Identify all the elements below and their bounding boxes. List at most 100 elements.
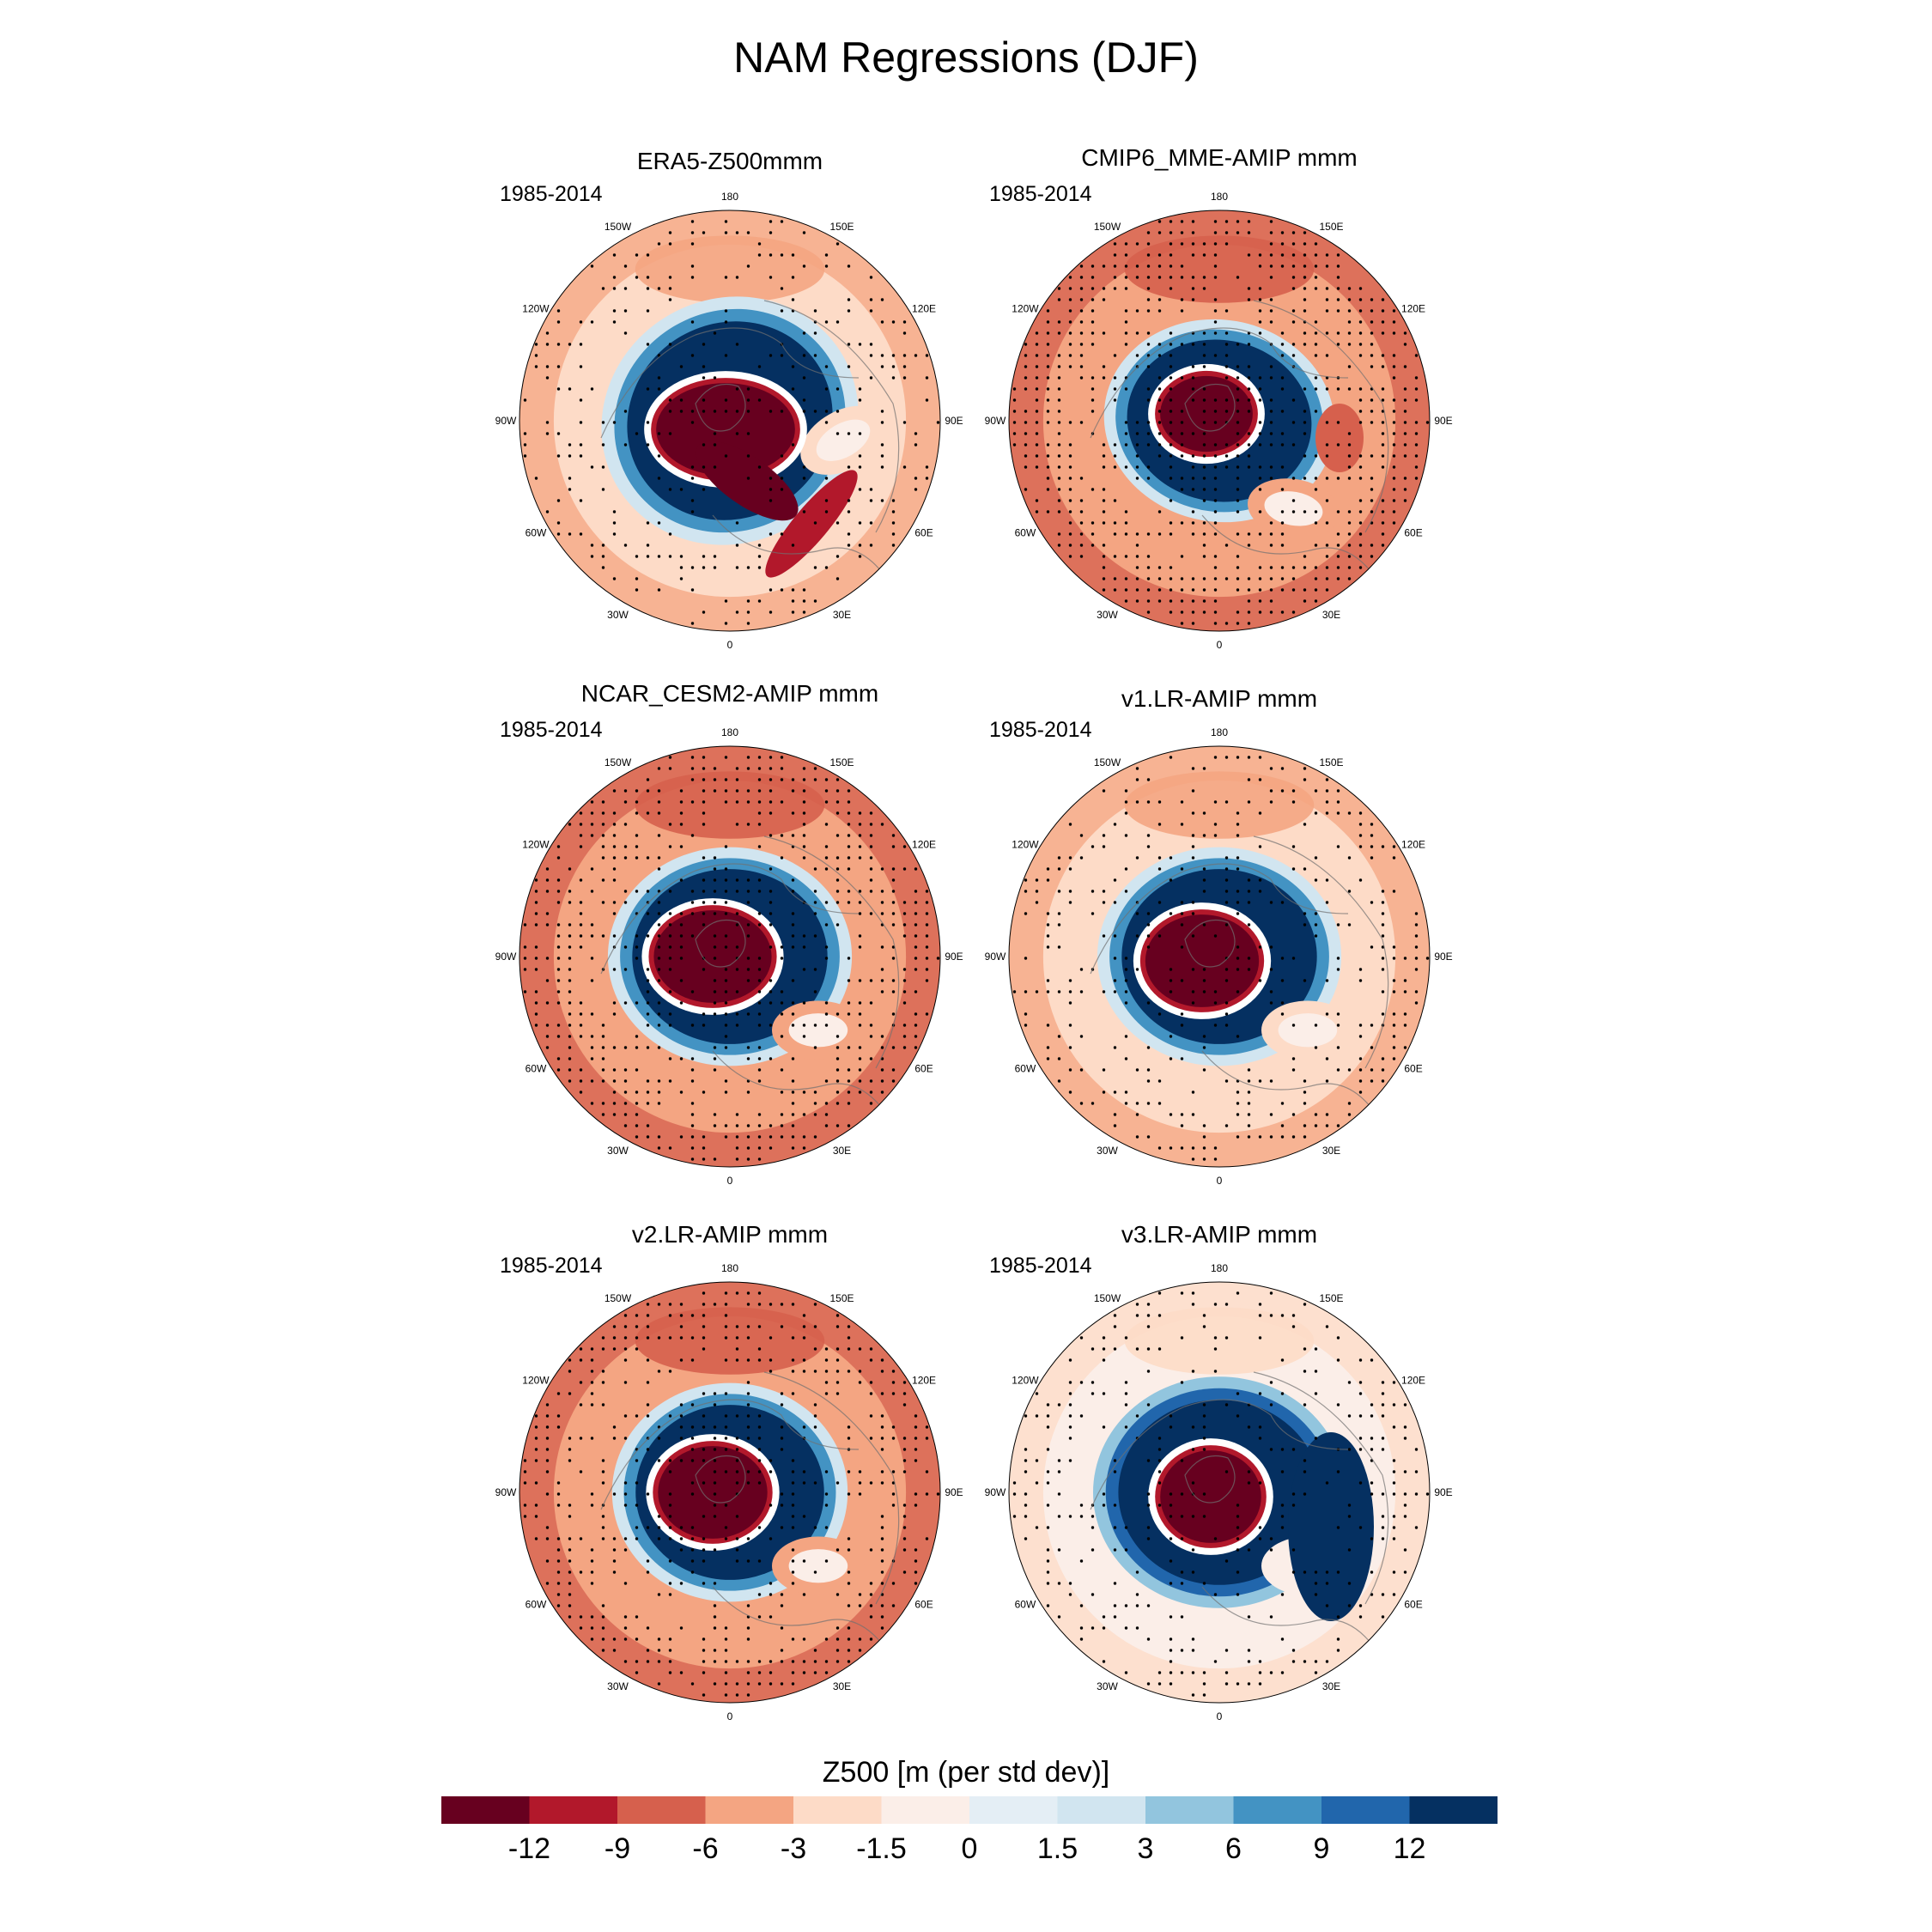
figure-title: NAM Regressions (DJF) (733, 33, 1199, 82)
panel-period: 1985-2014 (989, 718, 1092, 742)
outer-positive-band (1009, 210, 1430, 631)
longitude-label-0: 0 (727, 1175, 733, 1187)
coastline-asia (763, 300, 900, 533)
coastline-north-america (600, 863, 860, 975)
longitude-label-30e: 30E (833, 1145, 851, 1157)
colorbar-tick-label: 12 (1394, 1832, 1426, 1865)
map-border (1008, 745, 1431, 1168)
longitude-label-180: 180 (1211, 191, 1228, 203)
coastline-europe (712, 514, 885, 576)
panel-period: 1985-2014 (500, 182, 603, 206)
longitude-label-150w: 150W (1094, 1292, 1121, 1304)
outer-positive-band (519, 210, 940, 631)
longitude-label-150w: 150W (1094, 221, 1121, 233)
longitude-label-120w: 120W (522, 1375, 550, 1387)
map-border (1008, 210, 1431, 632)
pacific-positive-lobe (1124, 235, 1315, 303)
longitude-label-120e: 120E (1401, 303, 1425, 315)
panel-v2: v2.LR-AMIP mmm 1985-2014 180 150E 120E 90E 6… (489, 1216, 970, 1722)
map-border (519, 745, 941, 1168)
coastlines (1090, 835, 1389, 1112)
coastline-asia (763, 1371, 900, 1605)
significance-stipple (1012, 756, 1430, 1161)
longitude-label-150w: 150W (605, 1292, 632, 1304)
outer-positive-band (1009, 1282, 1430, 1703)
colorbar-tick-label: -12 (508, 1832, 550, 1865)
longitude-label-150e: 150E (829, 221, 854, 233)
polar-map: 180 150E 120E 90E 60E 30E 0 30W 60W 90W 120W 150W (495, 1262, 963, 1722)
annulus-gap-neutral (816, 419, 871, 461)
colorbar-box-4 (793, 1796, 882, 1824)
panel-cesm2: NCAR_CESM2-AMIP mmm 1985-2014 180 150E 120… (489, 680, 970, 1187)
polar-core (1145, 914, 1260, 1007)
longitude-label-150w: 150W (605, 756, 632, 769)
colorbar-box-0 (441, 1796, 530, 1824)
longitude-label-150e: 150E (1319, 756, 1343, 769)
longitude-label-120w: 120W (1012, 303, 1039, 315)
longitude-label-150e: 150E (829, 756, 854, 769)
longitude-label-90w: 90W (985, 951, 1006, 963)
longitude-label-60w: 60W (1015, 527, 1036, 539)
polar-map: 180 150E 120E 90E 60E 30E 0 30W 60W 90W 120W 150W (985, 191, 1453, 651)
pacific-positive-lobe (635, 771, 825, 839)
significance-stipple (1012, 1291, 1430, 1697)
longitude-label-60e: 60E (1404, 527, 1422, 539)
map-border (1008, 1281, 1431, 1704)
coastline-north-america (1090, 863, 1349, 975)
colorbar-title: Z500 [m (per std dev)] (822, 1756, 1110, 1789)
coastline-greenland (695, 383, 746, 432)
panel-title: CMIP6_MME-AMIP mmm (1081, 144, 1358, 171)
longitude-label-0: 0 (727, 1710, 733, 1722)
coastlines (1090, 1371, 1389, 1648)
longitude-label-150w: 150W (605, 221, 632, 233)
colorbar-box-11 (1409, 1796, 1498, 1824)
longitude-label-90e: 90E (945, 415, 963, 427)
coastline-north-america (600, 1399, 860, 1510)
longitude-label-30e: 30E (1322, 1680, 1340, 1692)
longitude-label-120e: 120E (912, 1375, 936, 1387)
longitude-label-180: 180 (1211, 1262, 1228, 1274)
longitude-label-30e: 30E (1322, 609, 1340, 621)
colorbar-tick-label: -9 (605, 1832, 630, 1865)
coastline-europe (1201, 514, 1375, 576)
longitude-label-60e: 60E (914, 1599, 933, 1611)
longitude-label-0: 0 (727, 639, 733, 651)
longitude-label-120e: 120E (1401, 1375, 1425, 1387)
longitude-label-60w: 60W (1015, 1063, 1036, 1075)
outer-positive-band (519, 746, 940, 1167)
colorbar-tick-label: 1.5 (1037, 1832, 1078, 1865)
longitude-label-120e: 120E (1401, 839, 1425, 851)
longitude-label-30w: 30W (607, 1680, 629, 1692)
pacific-positive-lobe (1124, 1307, 1315, 1375)
panel-v1: v1.LR-AMIP mmm 1985-2014 180 150E 120E 90E 6… (979, 680, 1460, 1187)
panel-period: 1985-2014 (500, 718, 603, 742)
longitude-label-30w: 30W (1097, 609, 1118, 621)
polar-map: 180 150E 120E 90E 60E 30E 0 30W 60W 90W 120W 150W (985, 1262, 1453, 1722)
coastlines (1090, 300, 1389, 576)
colorbar-box-3 (705, 1796, 793, 1824)
coastline-greenland (1184, 919, 1236, 968)
longitude-label-150e: 150E (1319, 1292, 1343, 1304)
map-border (519, 1281, 941, 1704)
colorbar: -12 -9 -6 -3 -1.5 0 1.5 3 6 9 12 (441, 1796, 1498, 1865)
longitude-label-180: 180 (721, 726, 738, 738)
longitude-label-90w: 90W (985, 1486, 1006, 1498)
polar-core (656, 383, 795, 476)
asia-positive-lobe (1315, 404, 1364, 472)
polar-map: 180 150E 120E 90E 60E 30E 0 30W 60W 90W 120W 150W (495, 191, 963, 651)
longitude-label-60w: 60W (526, 527, 547, 539)
coastline-asia (763, 835, 900, 1069)
significance-stipple (523, 220, 940, 625)
annulus-gap-neutral (788, 1013, 848, 1048)
annulus-gap-neutral (788, 1549, 848, 1583)
polar-map: 180 150E 120E 90E 60E 30E 0 30W 60W 90W 120W 150W (985, 726, 1453, 1187)
annulus-gap-neutral (1278, 1013, 1338, 1048)
longitude-label-120w: 120W (1012, 1375, 1039, 1387)
polar-core (1160, 375, 1253, 453)
longitude-label-120e: 120E (912, 839, 936, 851)
outer-positive-band (1009, 746, 1430, 1167)
coastline-greenland (695, 919, 746, 968)
coastline-greenland (1184, 1455, 1236, 1504)
coastline-north-america (1090, 327, 1349, 439)
panel-v3: v3.LR-AMIP mmm 1985-2014 180 150E 120E 90E 6… (979, 1216, 1460, 1722)
